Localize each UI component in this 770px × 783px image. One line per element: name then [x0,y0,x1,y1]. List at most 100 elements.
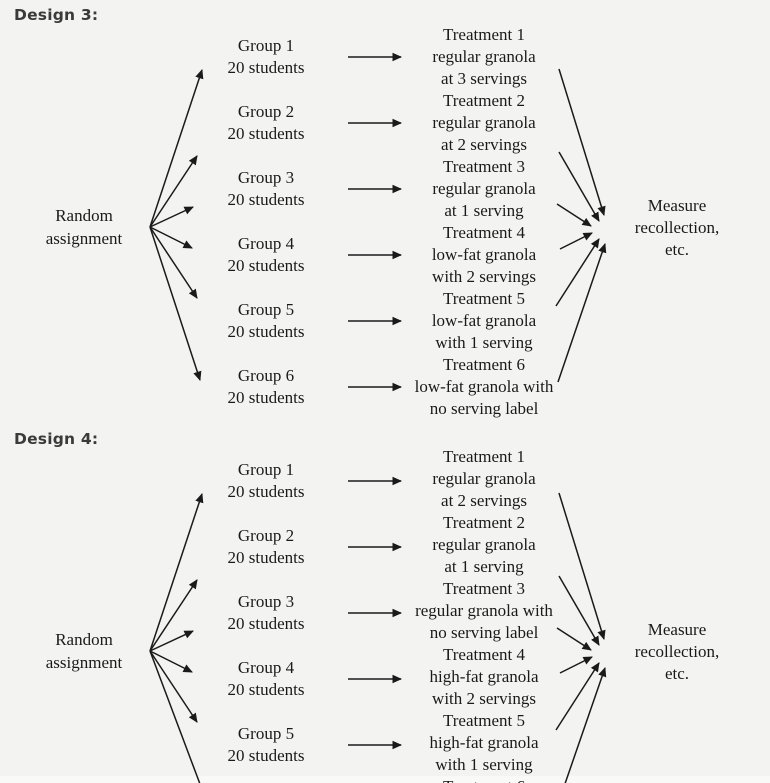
treatment-node: Treatment 6 [394,776,574,783]
treatment-desc: no serving label [429,399,539,418]
treatment-desc: low-fat granola [431,245,537,264]
random-assignment-line: assignment [45,229,123,248]
group-node: Group 5 20 students [196,723,336,767]
group-size: 20 students [227,190,305,209]
treatment-node: Treatment 6 low-fat granola with no serv… [394,354,574,420]
treatment-node: Treatment 3 regular granola with no serv… [394,578,574,644]
treatment-desc: regular granola [432,469,536,488]
fan-arrow [149,493,204,652]
fan-arrow [149,226,193,249]
group-size: 20 students [227,58,305,77]
treatment-title: Treatment 6 [394,776,574,783]
convergence-arrow [558,68,606,216]
treatment-title: Treatment 4 [442,223,525,242]
convergence-arrow [556,203,592,227]
group-node: Group 3 20 students [196,591,336,635]
treatment-node: Treatment 1 regular granola at 2 serving… [394,446,574,512]
convergence-arrow [556,627,592,651]
treatment-desc: high-fat granola [429,667,539,686]
treatment-title: Treatment 5 [442,711,525,730]
treatment-desc: at 1 serving [444,201,524,220]
treatment-node: Treatment 4 high-fat granola with 2 serv… [394,644,574,710]
convergence-arrow [555,238,600,307]
group-node: Group 1 20 students [196,459,336,503]
treatment-title: Treatment 2 [442,513,525,532]
fan-arrow [149,630,194,652]
outcome-line: recollection, [634,642,720,661]
fan-arrow [149,69,204,228]
convergence-arrow [558,151,600,222]
convergence-arrow [559,232,593,250]
outcome-line: Measure [647,196,707,215]
fan-arrow [149,650,201,783]
treatment-desc: low-fat granola [431,311,537,330]
group-size: 20 students [227,256,305,275]
outcome-line: Measure [647,620,707,639]
group-size: 20 students [227,614,305,633]
design3-outcome: Measure recollection, etc. [597,195,757,261]
group-size: 20 students [227,124,305,143]
fan-arrow [149,206,194,228]
fan-arrow [149,226,198,299]
treatment-desc: regular granola [432,535,536,554]
group-name: Group 3 [237,168,295,187]
treatment-desc: regular granola [432,113,536,132]
treatment-title: Treatment 3 [442,157,525,176]
group-size: 20 students [227,322,305,341]
convergence-arrow [557,243,607,383]
treatment-title: Treatment 2 [442,91,525,110]
treatment-desc: regular granola [432,179,536,198]
treatment-desc: with 1 serving [435,333,533,352]
group-node: Group 1 20 students [196,35,336,79]
group-size: 20 students [227,548,305,567]
treatment-desc: at 2 servings [441,135,527,154]
treatment-desc: no serving label [429,623,539,642]
random-assignment-line: assignment [45,653,123,672]
outcome-line: etc. [664,664,690,683]
group-name: Group 2 [237,526,295,545]
group-size: 20 students [227,388,305,407]
group-name: Group 3 [237,592,295,611]
design4-random-assignment: Random assignment [19,628,149,674]
group-name: Group 1 [237,36,295,55]
group-name: Group 4 [237,234,295,253]
treatment-node: Treatment 2 regular granola at 1 serving [394,512,574,578]
fan-arrow [149,579,198,652]
outcome-line: etc. [664,240,690,259]
group-size: 20 students [227,482,305,501]
design4-outcome: Measure recollection, etc. [597,619,757,685]
treatment-desc: with 2 servings [432,267,536,286]
group-node: Group 6 20 students [196,365,336,409]
treatment-node: Treatment 5 high-fat granola with 1 serv… [394,710,574,776]
group-size: 20 students [227,680,305,699]
group-size: 20 students [227,746,305,765]
treatment-desc: regular granola with [415,601,553,620]
design4-heading: Design 4: [14,430,99,448]
treatment-title: Treatment 3 [442,579,525,598]
treatment-desc: at 3 servings [441,69,527,88]
treatment-node: Treatment 5 low-fat granola with 1 servi… [394,288,574,354]
treatment-node: Treatment 4 low-fat granola with 2 servi… [394,222,574,288]
group-node: Group 4 20 students [196,657,336,701]
treatment-desc: low-fat granola with [414,377,554,396]
fan-arrow [149,226,202,381]
convergence-arrow [558,575,600,646]
group-name: Group 6 [237,366,295,385]
design3-random-assignment: Random assignment [19,204,149,250]
convergence-arrow [559,656,593,674]
treatment-desc: with 1 serving [435,755,533,774]
group-node: Group 4 20 students [196,233,336,277]
group-name: Group 1 [237,460,295,479]
treatment-desc: with 2 servings [432,689,536,708]
treatment-desc: high-fat granola [429,733,539,752]
random-assignment-line: Random [55,206,113,225]
design3-heading: Design 3: [14,6,99,24]
convergence-arrow [558,492,606,640]
fan-arrow [149,650,193,673]
group-node: Group 2 20 students [196,525,336,569]
treatment-node: Treatment 3 regular granola at 1 serving [394,156,574,222]
treatment-title: Treatment 1 [442,25,525,44]
convergence-arrow [555,662,600,731]
treatment-title: Treatment 1 [442,447,525,466]
